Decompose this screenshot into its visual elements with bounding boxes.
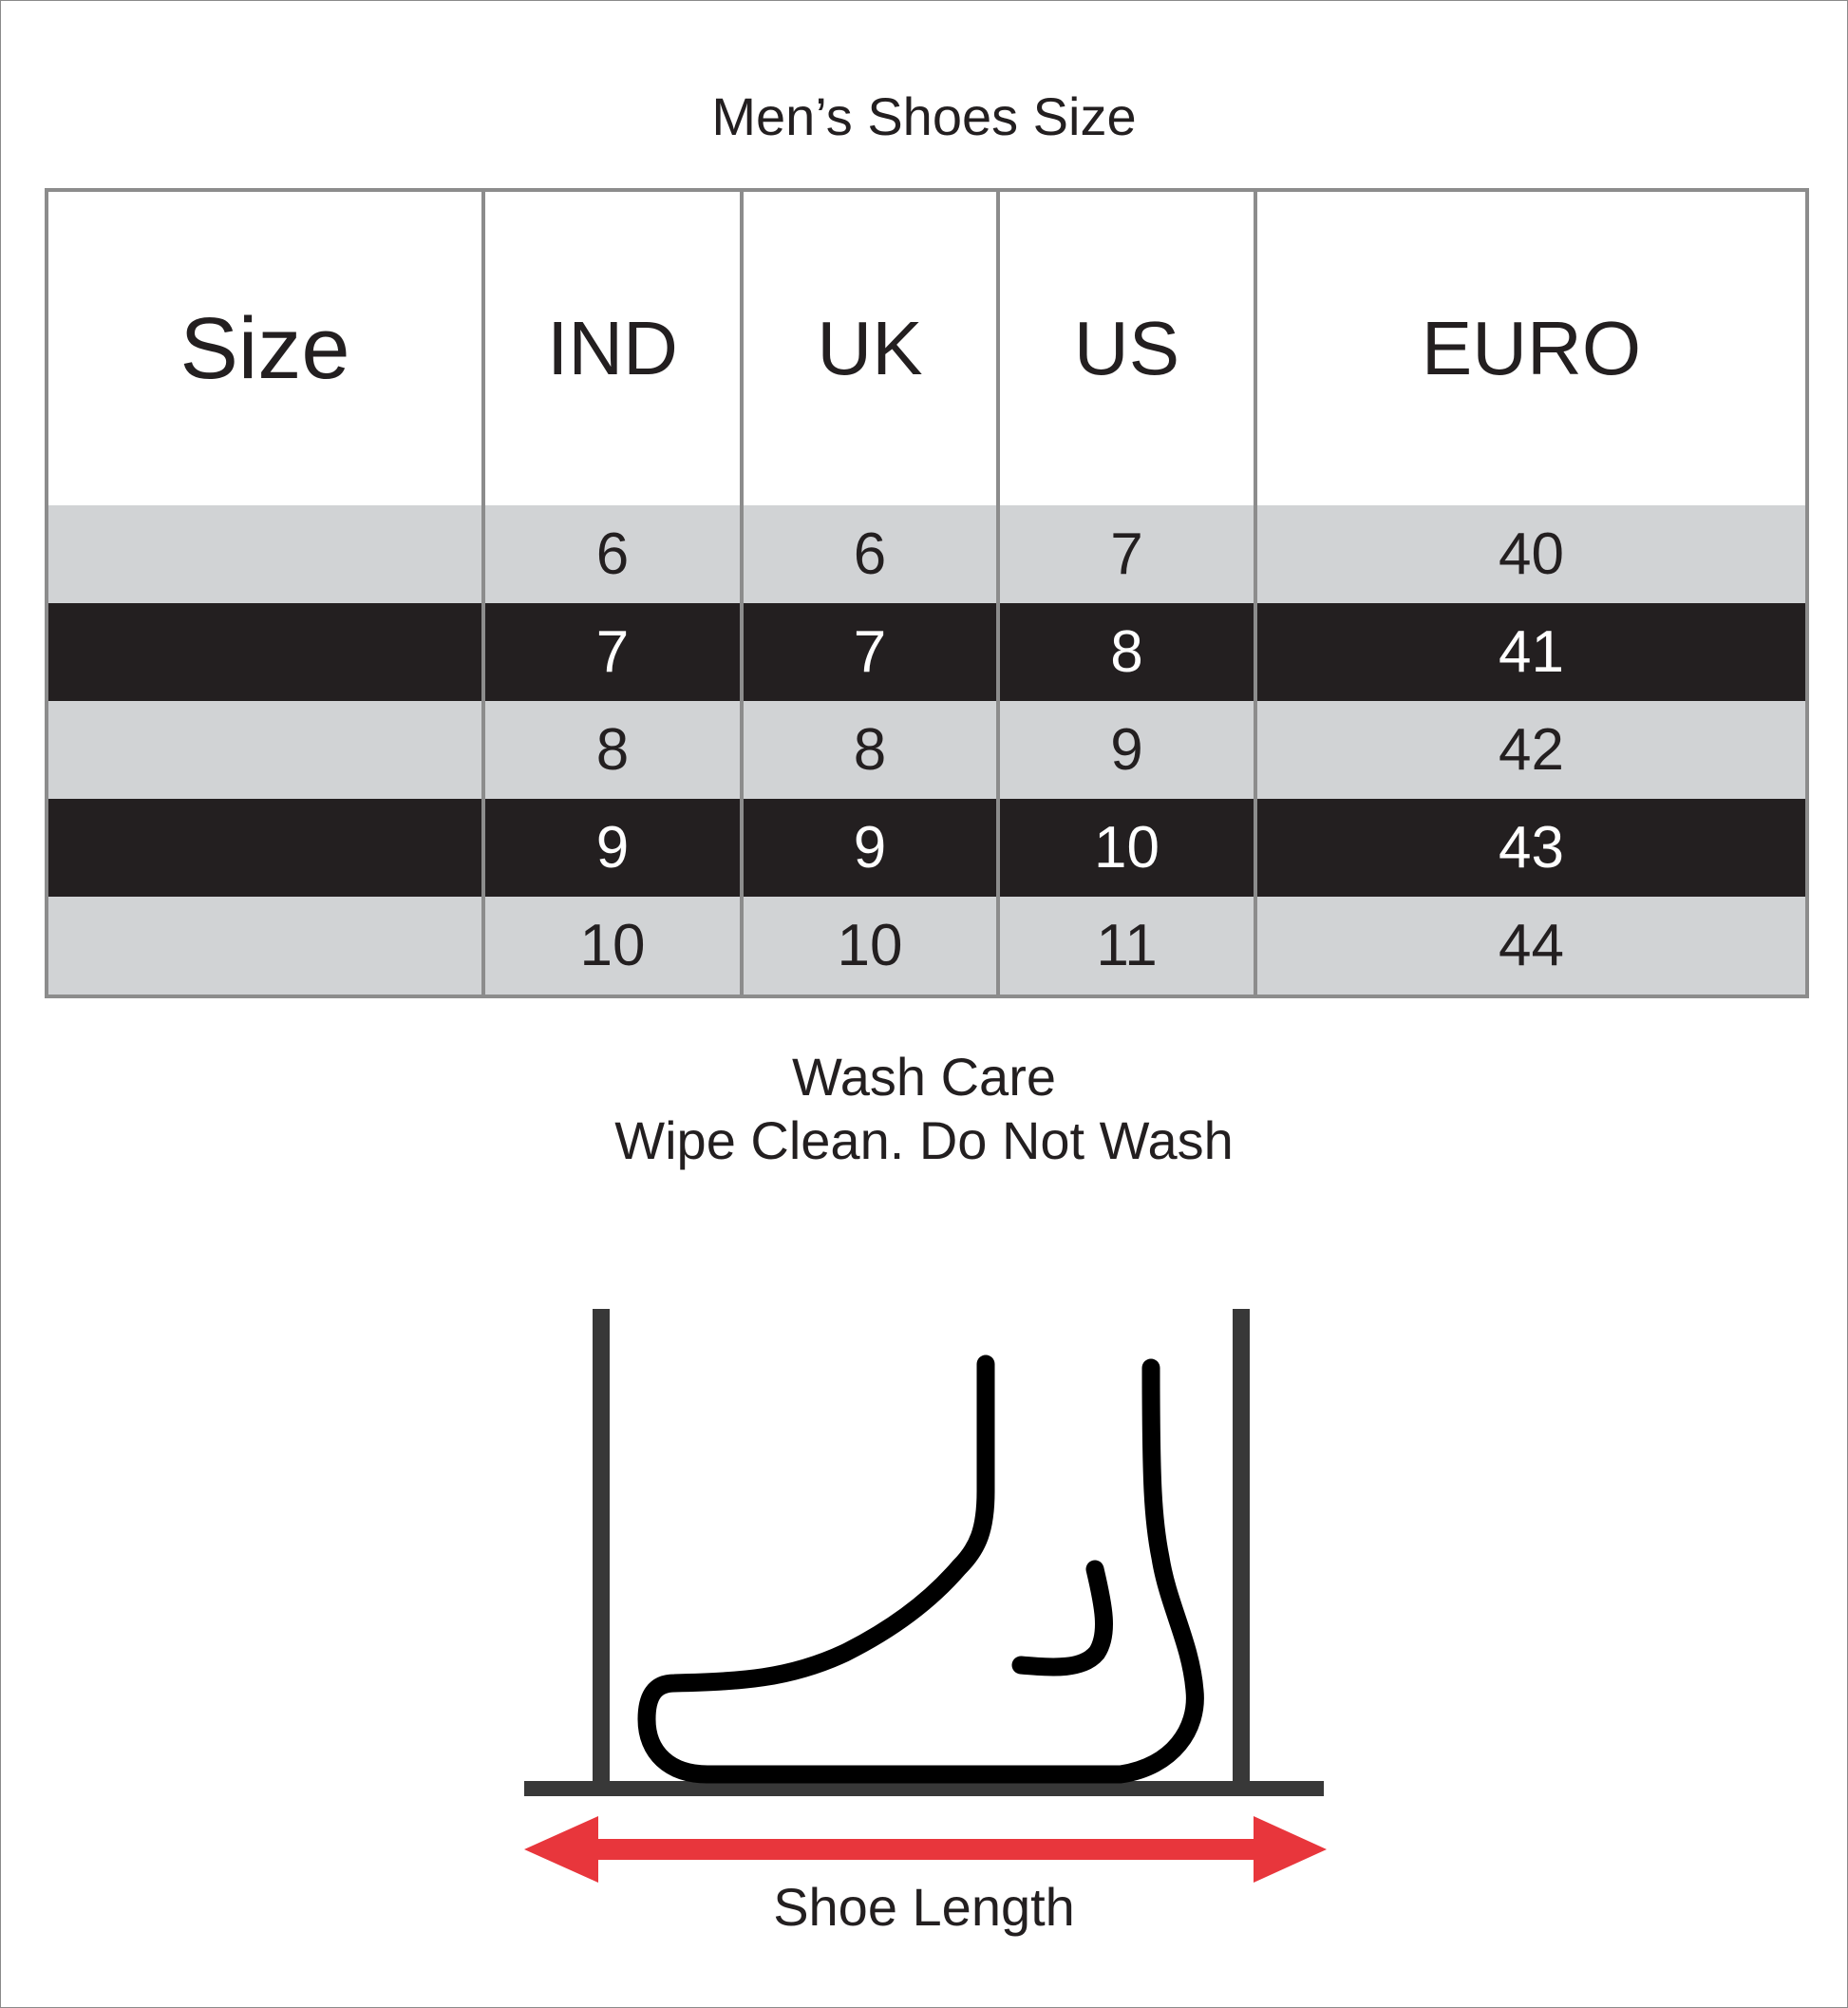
cell-euro: 43 — [1254, 799, 1809, 897]
cell-euro: 40 — [1254, 505, 1809, 603]
cell-size — [45, 505, 485, 603]
table-row: 6 6 7 40 — [45, 505, 1809, 603]
cell-uk: 8 — [740, 701, 1000, 799]
size-table: Size IND UK US EURO 6 6 7 40 7 7 8 41 8 8 9 42 9 9 10 4… — [45, 188, 1809, 998]
cell-uk: 9 — [740, 799, 1000, 897]
cell-euro: 41 — [1254, 603, 1809, 701]
table-row: 10 10 11 44 — [45, 897, 1809, 996]
wash-care-heading: Wash Care — [791, 1047, 1056, 1107]
header-us: US — [996, 190, 1257, 505]
cell-us: 8 — [996, 603, 1257, 701]
header-row: Size IND UK US EURO — [45, 190, 1809, 505]
measure-frame — [524, 1309, 1324, 1796]
wash-care: Wash Care Wipe Clean. Do Not Wash — [0, 1045, 1848, 1172]
wash-care-instruction: Wipe Clean. Do Not Wash — [614, 1110, 1234, 1170]
cell-us: 9 — [996, 701, 1257, 799]
cell-ind: 9 — [481, 799, 744, 897]
table-row: 9 9 10 43 — [45, 799, 1809, 897]
header-ind: IND — [481, 190, 744, 505]
table-row: 7 7 8 41 — [45, 603, 1809, 701]
shoe-length-label: Shoe Length — [773, 1877, 1075, 1937]
cell-ind: 8 — [481, 701, 744, 799]
cell-ind: 7 — [481, 603, 744, 701]
header-size: Size — [45, 190, 485, 505]
cell-size — [45, 799, 485, 897]
chart-title: Men’s Shoes Size — [711, 86, 1137, 146]
cell-us: 11 — [996, 897, 1257, 996]
cell-size — [45, 603, 485, 701]
cell-uk: 7 — [740, 603, 1000, 701]
cell-euro: 44 — [1254, 897, 1809, 996]
cell-us: 7 — [996, 505, 1257, 603]
cell-size — [45, 701, 485, 799]
cell-uk: 10 — [740, 897, 1000, 996]
foot-outline-icon — [637, 1354, 1204, 1784]
cell-euro: 42 — [1254, 701, 1809, 799]
cell-ind: 10 — [481, 897, 744, 996]
header-euro: EURO — [1254, 190, 1809, 505]
header-uk: UK — [740, 190, 1000, 505]
table-row: 8 8 9 42 — [45, 701, 1809, 799]
cell-size — [45, 897, 485, 996]
cell-us: 10 — [996, 799, 1257, 897]
cell-ind: 6 — [481, 505, 744, 603]
double-arrow-icon — [524, 1816, 1327, 1883]
cell-uk: 6 — [740, 505, 1000, 603]
